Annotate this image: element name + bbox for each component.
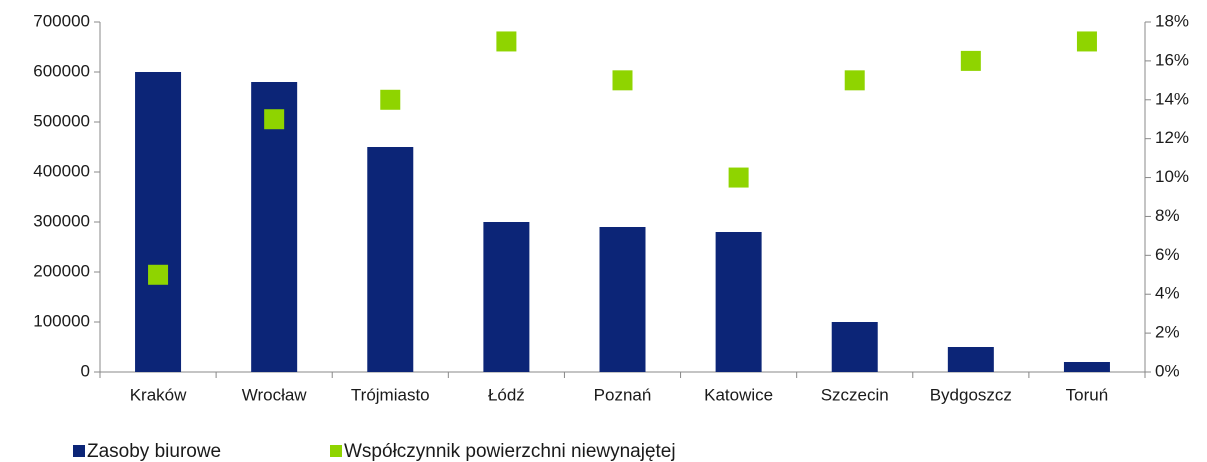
y-tick-label: 300000 [33, 211, 90, 230]
y-tick-label: 0 [81, 361, 90, 380]
bar [251, 82, 298, 372]
x-tick-label: Trójmiasto [351, 385, 430, 404]
x-tick-label: Łódź [488, 385, 525, 404]
bar [1063, 362, 1110, 372]
bar [831, 322, 878, 372]
bar [715, 232, 762, 372]
x-tick-label: Katowice [704, 385, 773, 404]
y-tick-label: 700000 [33, 11, 90, 30]
marker [264, 109, 285, 130]
bar [947, 347, 994, 372]
legend-label: Współczynnik powierzchni niewynajętej [344, 441, 676, 462]
marker [496, 31, 517, 52]
y-tick-label: 600000 [33, 61, 90, 80]
marker [728, 167, 749, 188]
y-tick-label: 100000 [33, 311, 90, 330]
y2-tick-label: 10% [1155, 167, 1189, 186]
y2-tick-label: 4% [1155, 284, 1180, 303]
bar [483, 222, 530, 372]
marker [960, 50, 981, 71]
y-tick-label: 400000 [33, 161, 90, 180]
x-tick-label: Bydgoszcz [930, 385, 1012, 404]
bar [367, 147, 414, 372]
x-tick-label: Toruń [1066, 385, 1109, 404]
x-tick-label: Szczecin [821, 385, 889, 404]
y2-tick-label: 2% [1155, 323, 1180, 342]
x-tick-label: Kraków [130, 385, 187, 404]
bar [599, 227, 646, 372]
y-tick-label: 500000 [33, 111, 90, 130]
legend-label: Zasoby biurowe [87, 441, 221, 462]
marker [844, 70, 865, 91]
y-tick-label: 200000 [33, 261, 90, 280]
legend-swatch [330, 445, 342, 457]
y2-tick-label: 12% [1155, 128, 1189, 147]
marker [148, 264, 169, 285]
y2-tick-label: 18% [1155, 11, 1189, 30]
legend-swatch [73, 445, 85, 457]
marker [612, 70, 633, 91]
y2-tick-label: 16% [1155, 50, 1189, 69]
marker [380, 89, 401, 110]
marker [1076, 31, 1097, 52]
y2-tick-label: 8% [1155, 206, 1180, 225]
y2-tick-label: 6% [1155, 245, 1180, 264]
y2-tick-label: 14% [1155, 89, 1189, 108]
x-tick-label: Wrocław [242, 385, 308, 404]
bar [135, 72, 182, 372]
x-tick-label: Poznań [594, 385, 652, 404]
y2-tick-label: 0% [1155, 361, 1180, 380]
